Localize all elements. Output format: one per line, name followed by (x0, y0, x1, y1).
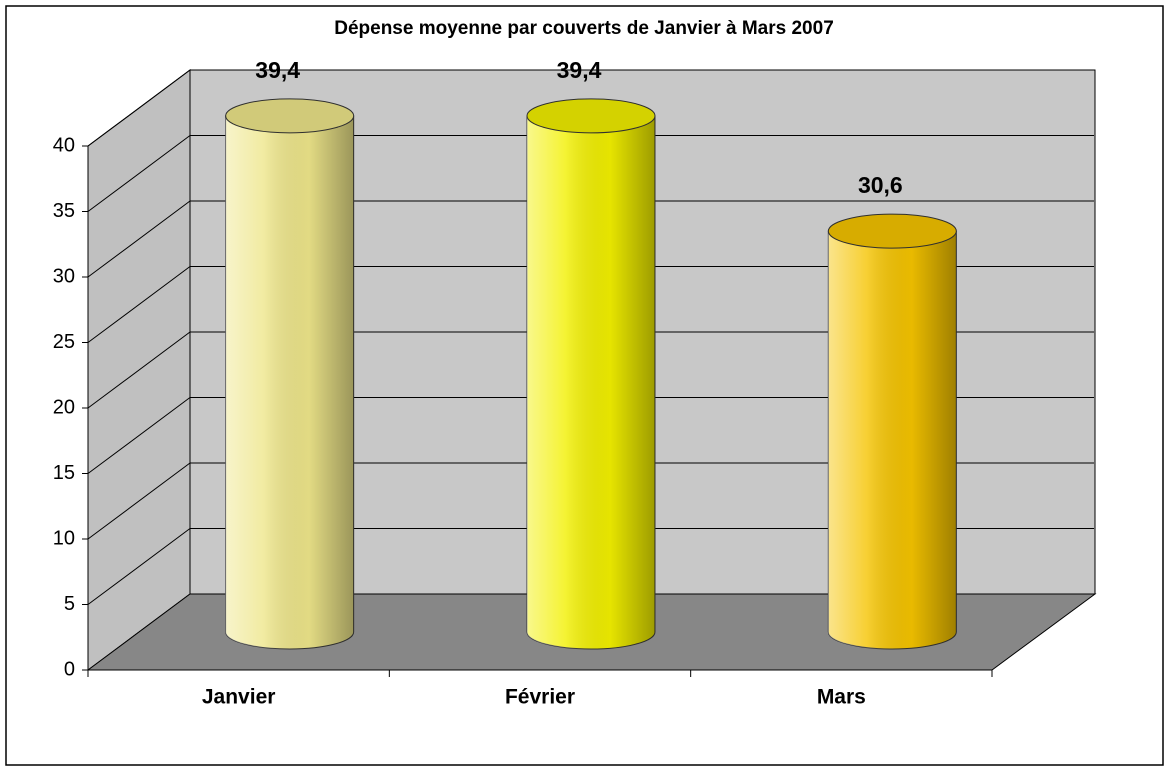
x-tick-label: Mars (817, 686, 866, 709)
grid-line-side (87, 397, 191, 474)
cylinder-top-shade (828, 214, 957, 249)
grid-line-side (87, 266, 191, 343)
y-tick-label: 25 (53, 331, 75, 353)
value-label: 30,6 (858, 172, 903, 198)
chart-title: Dépense moyenne par couverts de Janvier … (334, 18, 834, 39)
y-tick-label: 30 (53, 265, 75, 287)
cylinder-top (225, 98, 355, 134)
y-tick-label: 35 (53, 200, 75, 222)
cylinder-top-shade (225, 98, 354, 133)
grid-line-side (87, 462, 191, 540)
value-label: 39,4 (255, 57, 300, 83)
y-tick-label: 0 (64, 658, 75, 680)
grid-line-side (87, 135, 191, 212)
y-tick-label: 15 (53, 462, 75, 484)
y-tick-label: 20 (53, 396, 75, 418)
cylinder-top (827, 213, 957, 249)
grid-line-side (87, 528, 191, 605)
y-tick-label: 5 (64, 593, 75, 615)
y-tick-label: 10 (53, 527, 75, 549)
x-tick-label: Février (505, 686, 575, 709)
grid-line-side (87, 200, 191, 278)
cylinder-shade (527, 115, 655, 650)
x-tick-label: Janvier (202, 686, 276, 709)
cylinder-top-shade (527, 98, 655, 133)
cylinder-shade (828, 231, 957, 649)
grid-line-side (87, 331, 191, 409)
cylinder-shade (225, 115, 354, 649)
grid-line-side (87, 69, 191, 147)
value-label: 39,4 (557, 57, 602, 83)
y-tick-label: 40 (53, 134, 75, 156)
cylinder-top (526, 98, 656, 134)
